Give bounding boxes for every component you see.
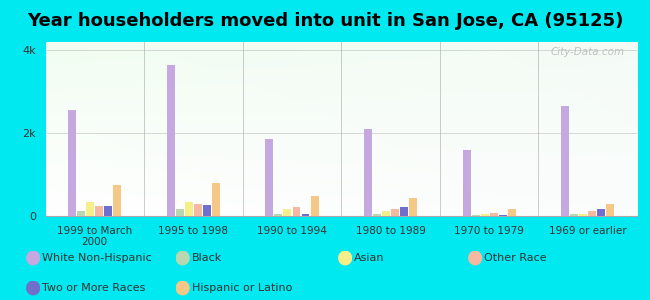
Circle shape bbox=[469, 251, 482, 265]
Bar bbox=[194, 204, 202, 216]
Bar bbox=[167, 65, 175, 216]
Bar bbox=[606, 204, 614, 216]
Circle shape bbox=[176, 251, 189, 265]
Bar bbox=[77, 211, 85, 216]
Bar bbox=[561, 106, 569, 216]
Circle shape bbox=[27, 281, 40, 295]
Bar bbox=[265, 140, 274, 216]
Bar bbox=[508, 208, 515, 216]
Circle shape bbox=[339, 251, 352, 265]
Bar bbox=[203, 205, 211, 216]
Bar bbox=[274, 214, 282, 216]
Bar bbox=[579, 214, 587, 216]
Circle shape bbox=[176, 281, 189, 295]
Text: City-Data.com: City-Data.com bbox=[551, 47, 625, 57]
Bar bbox=[302, 214, 309, 216]
Text: Asian: Asian bbox=[354, 253, 385, 263]
Bar bbox=[364, 129, 372, 216]
Bar bbox=[113, 185, 122, 216]
Bar bbox=[480, 214, 489, 216]
Bar bbox=[373, 214, 381, 216]
Bar bbox=[283, 209, 291, 216]
Bar bbox=[391, 209, 399, 216]
Bar bbox=[292, 207, 300, 216]
Bar bbox=[463, 150, 471, 216]
Bar bbox=[185, 202, 193, 216]
Bar bbox=[588, 212, 596, 216]
Bar bbox=[570, 214, 578, 216]
Bar bbox=[472, 215, 480, 216]
Text: White Non-Hispanic: White Non-Hispanic bbox=[42, 253, 152, 263]
Bar bbox=[382, 211, 390, 216]
Text: Hispanic or Latino: Hispanic or Latino bbox=[192, 283, 292, 293]
Text: Two or More Races: Two or More Races bbox=[42, 283, 146, 293]
Bar bbox=[176, 208, 184, 216]
Text: Year householders moved into unit in San Jose, CA (95125): Year householders moved into unit in San… bbox=[27, 12, 623, 30]
Bar bbox=[409, 198, 417, 216]
Bar bbox=[489, 213, 498, 216]
Bar bbox=[212, 183, 220, 216]
Bar bbox=[86, 202, 94, 216]
Bar bbox=[68, 110, 76, 216]
Circle shape bbox=[27, 251, 40, 265]
Bar bbox=[311, 196, 318, 216]
Text: Black: Black bbox=[192, 253, 222, 263]
Bar bbox=[597, 209, 605, 216]
Text: Other Race: Other Race bbox=[484, 253, 547, 263]
Bar bbox=[400, 207, 408, 216]
Bar bbox=[499, 215, 506, 216]
Bar bbox=[105, 206, 112, 216]
Bar bbox=[96, 206, 103, 216]
